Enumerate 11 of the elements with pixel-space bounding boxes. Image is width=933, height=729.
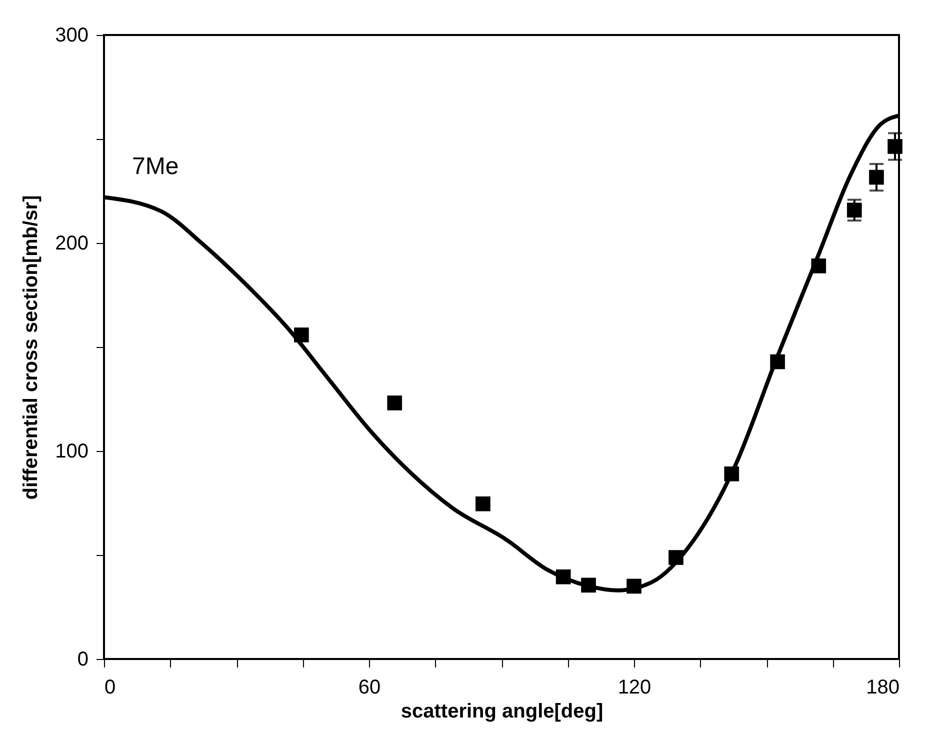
x-axis-title: scattering angle[deg]	[400, 700, 604, 722]
x-tick-label: 120	[618, 676, 652, 698]
x-tick-label: 180	[866, 676, 900, 698]
y-tick-label: 200	[55, 232, 88, 254]
y-tick-label: 300	[55, 24, 88, 46]
y-tick-label: 0	[77, 648, 88, 670]
y-axis-title: differential cross section[mb/sr]	[20, 195, 42, 500]
x-tick-label: 60	[358, 676, 381, 698]
annotation: 7Me	[132, 153, 179, 180]
y-tick-label: 100	[55, 440, 88, 462]
x-tick-label: 0	[104, 676, 116, 698]
